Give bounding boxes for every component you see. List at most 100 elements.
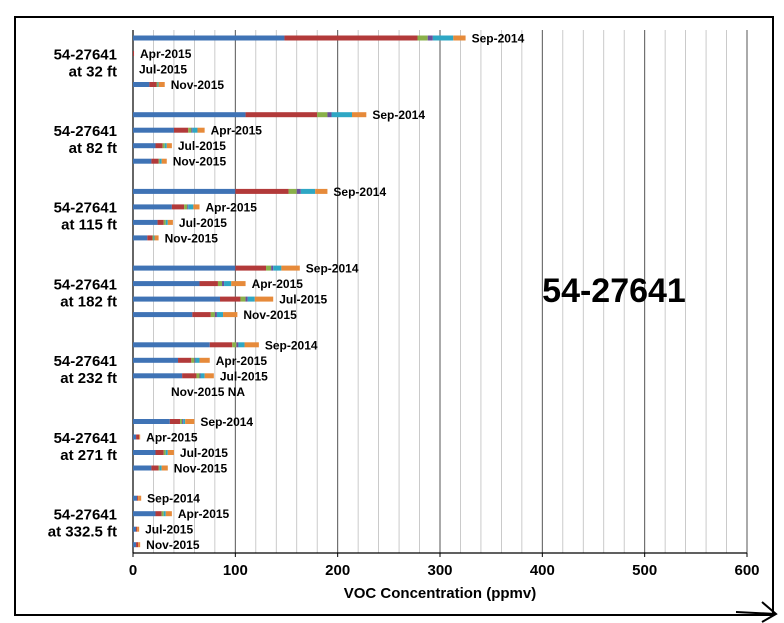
bar-segment bbox=[133, 495, 138, 501]
bar-segment bbox=[163, 511, 166, 517]
bar-segment bbox=[296, 188, 301, 194]
bar-segment bbox=[271, 265, 274, 271]
bar-segment bbox=[231, 281, 246, 287]
bar-segment bbox=[232, 342, 237, 348]
x-tick-label: 100 bbox=[223, 562, 248, 579]
bar-label: Sep-2014 bbox=[472, 32, 525, 46]
bar-segment bbox=[138, 495, 142, 501]
group-name: 54-27641 bbox=[54, 506, 117, 523]
bar-segment bbox=[254, 296, 274, 302]
bar-label: Nov-2015 bbox=[243, 308, 297, 322]
group-name: 54-27641 bbox=[54, 123, 117, 140]
x-axis-title: VOC Concentration (ppmv) bbox=[344, 585, 537, 602]
bar-segment bbox=[209, 342, 233, 348]
bar-segment bbox=[199, 357, 210, 363]
bar-segment bbox=[192, 312, 211, 318]
group-depth: at 232 ft bbox=[60, 370, 117, 387]
bar-segment bbox=[139, 434, 141, 440]
bar-label: Sep-2014 bbox=[265, 338, 318, 352]
bar-segment bbox=[158, 158, 160, 164]
bar-segment bbox=[133, 204, 172, 210]
bar-segment bbox=[151, 465, 159, 471]
bar-label: Sep-2014 bbox=[333, 185, 386, 199]
bar-segment bbox=[162, 143, 165, 149]
x-tick-label: 400 bbox=[530, 562, 555, 579]
bar-segment bbox=[133, 265, 236, 271]
bar-segment bbox=[149, 82, 157, 87]
bar-segment bbox=[138, 542, 141, 548]
bar-segment bbox=[188, 127, 192, 133]
bar-segment bbox=[158, 465, 160, 471]
bar-segment bbox=[192, 127, 198, 133]
bar-segment bbox=[273, 265, 282, 271]
group-name: 54-27641 bbox=[54, 200, 117, 217]
bar-segment bbox=[133, 127, 174, 133]
corner-arrow-icon bbox=[735, 601, 778, 623]
bar-segment bbox=[284, 35, 418, 41]
bar-label: Jul-2015 bbox=[220, 369, 268, 383]
bar-segment bbox=[191, 357, 195, 363]
bar-segment bbox=[165, 450, 168, 455]
bar-label: Sep-2014 bbox=[200, 415, 253, 429]
bar-segment bbox=[166, 143, 172, 149]
bar-segment bbox=[136, 434, 140, 440]
bar-segment bbox=[156, 82, 158, 87]
bar-segment bbox=[133, 143, 156, 149]
bar-segment bbox=[165, 511, 172, 517]
bar-segment bbox=[222, 281, 225, 287]
bar-segment bbox=[178, 357, 192, 363]
bar-label: Nov-2015 bbox=[165, 231, 219, 245]
bar-segment bbox=[331, 112, 352, 118]
bar-segment bbox=[200, 373, 205, 379]
bar-segment bbox=[245, 296, 248, 302]
x-tick-label: 500 bbox=[632, 562, 657, 579]
bar-segment bbox=[281, 265, 300, 271]
bar-label: Nov-2015 NA bbox=[171, 385, 245, 399]
group-name: 54-27641 bbox=[54, 276, 117, 293]
bar-label: Sep-2014 bbox=[372, 108, 425, 122]
bar-segment bbox=[197, 127, 205, 133]
x-tick-label: 300 bbox=[427, 562, 452, 579]
group-depth: at 182 ft bbox=[60, 293, 117, 310]
bar-segment bbox=[133, 357, 179, 363]
bar-segment bbox=[167, 450, 174, 455]
bar-segment bbox=[164, 143, 167, 149]
group-name: 54-27641 bbox=[54, 353, 117, 370]
bar-segment bbox=[157, 82, 159, 87]
bar-segment bbox=[199, 281, 218, 287]
bar-segment bbox=[133, 342, 210, 348]
bar-segment bbox=[155, 143, 163, 149]
bar-segment bbox=[133, 312, 193, 318]
bar-segment bbox=[184, 204, 188, 210]
group-name: 54-27641 bbox=[54, 430, 117, 447]
bar-segment bbox=[427, 35, 433, 41]
bar-segment bbox=[159, 158, 162, 164]
bar-segment bbox=[161, 158, 167, 164]
bar-segment bbox=[247, 296, 255, 302]
bar-segment bbox=[214, 312, 217, 318]
bar-segment bbox=[165, 219, 168, 225]
bar-label: Apr-2015 bbox=[216, 354, 268, 368]
bar-segment bbox=[182, 419, 184, 424]
bar-segment bbox=[317, 112, 328, 118]
bar-segment bbox=[161, 465, 168, 471]
bar-segment bbox=[191, 127, 193, 133]
bar-segment bbox=[315, 188, 328, 194]
bar-segment bbox=[133, 51, 135, 56]
bar-segment bbox=[137, 526, 140, 532]
bar-label: Sep-2014 bbox=[147, 492, 200, 506]
bar-segment bbox=[216, 312, 224, 318]
bar-label: Jul-2015 bbox=[279, 293, 327, 307]
bar-segment bbox=[163, 219, 166, 225]
bar-segment bbox=[351, 112, 367, 118]
bar-segment bbox=[245, 112, 318, 118]
bar-segment bbox=[163, 450, 166, 455]
bar-segment bbox=[133, 188, 236, 194]
group-depth: at 115 ft bbox=[61, 217, 117, 234]
bar-segment bbox=[195, 357, 200, 363]
bar-label: Nov-2015 bbox=[171, 78, 225, 92]
bar-segment bbox=[137, 495, 139, 501]
bar-segment bbox=[133, 35, 285, 41]
bar-label: Nov-2015 bbox=[173, 155, 227, 169]
bar-label: Sep-2014 bbox=[306, 262, 359, 276]
